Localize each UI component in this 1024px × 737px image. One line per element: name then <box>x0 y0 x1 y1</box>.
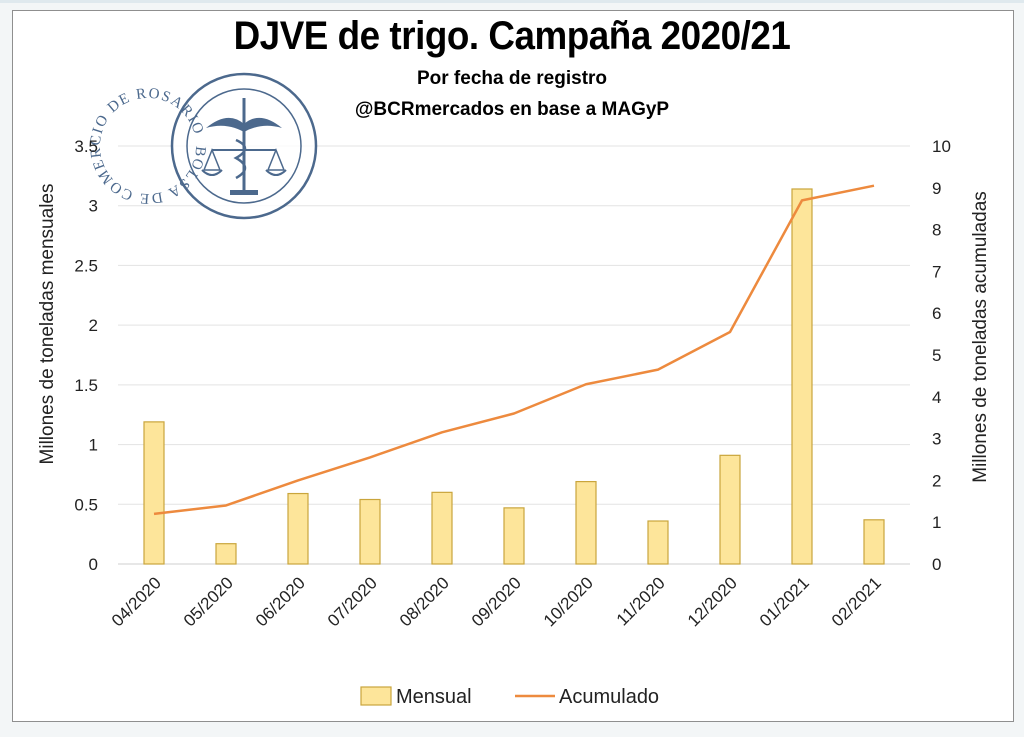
left-tick-label: 2 <box>89 316 98 335</box>
chart-title: DJVE de trigo. Campaña 2020/21 <box>233 14 791 58</box>
right-axis-title: Millones de toneladas acumuladas <box>970 191 991 483</box>
left-tick-label: 1 <box>89 436 98 455</box>
right-tick-label: 7 <box>932 262 941 281</box>
right-tick-label: 5 <box>932 346 941 365</box>
left-tick-label: 0 <box>89 555 98 574</box>
right-tick-label: 3 <box>932 430 941 449</box>
legend-label-acumulado: Acumulado <box>559 686 659 708</box>
bar-mensual <box>791 188 813 565</box>
legend-label-mensual: Mensual <box>396 686 472 708</box>
right-tick-label: 4 <box>932 388 941 407</box>
right-tick-label: 8 <box>932 221 941 240</box>
left-tick-label: 1.5 <box>74 376 98 395</box>
chart-subtitle-date: Por fecha de registro <box>416 68 608 89</box>
x-tick-label: 11/2020 <box>613 573 669 629</box>
monthly-bars <box>143 188 885 565</box>
right-axis-ticks: 0 1 2 3 4 5 6 7 8 9 10 <box>932 137 951 574</box>
x-tick-label: 09/2020 <box>468 573 525 630</box>
cumulative-line-series <box>153 184 875 516</box>
right-tick-label: 1 <box>932 513 941 532</box>
x-tick-label: 05/2020 <box>180 573 237 630</box>
left-tick-label: 3.5 <box>74 137 98 156</box>
left-tick-label: 0.5 <box>74 495 98 514</box>
bar-mensual <box>143 421 165 565</box>
x-tick-label: 08/2020 <box>396 573 453 630</box>
bar-mensual <box>575 480 597 565</box>
x-tick-label: 12/2020 <box>684 573 741 630</box>
right-tick-label: 9 <box>932 179 941 198</box>
left-tick-label: 2.5 <box>74 256 98 275</box>
bar-mensual <box>287 492 309 565</box>
right-tick-label: 10 <box>932 137 951 156</box>
left-axis-title: Millones de toneladas mensuales <box>37 184 58 465</box>
bar-mensual <box>431 491 453 565</box>
x-tick-label: 10/2020 <box>540 573 597 630</box>
x-tick-label: 04/2020 <box>108 573 165 630</box>
bar-mensual <box>503 507 525 565</box>
legend-swatch-mensual <box>360 686 392 706</box>
left-axis-ticks: 0 0.5 1 1.5 2 2.5 3 3.5 <box>74 137 98 574</box>
right-tick-label: 2 <box>932 471 941 490</box>
x-tick-label: 02/2021 <box>828 573 885 630</box>
bar-mensual <box>215 543 237 565</box>
line-acumulado <box>153 184 875 516</box>
x-tick-label: 01/2021 <box>756 573 813 630</box>
right-tick-label: 0 <box>932 555 941 574</box>
top-edge <box>0 0 1024 3</box>
x-axis-ticks: 04/2020 05/2020 06/2020 07/2020 08/2020 09/20… <box>108 573 885 630</box>
right-tick-label: 6 <box>932 304 941 323</box>
bar-mensual <box>719 454 741 565</box>
bar-mensual <box>359 498 381 565</box>
chart-subtitle-source: @BCRmercados en base a MAGyP <box>354 99 670 120</box>
bar-mensual <box>863 519 885 565</box>
x-tick-label: 06/2020 <box>252 573 309 630</box>
left-tick-label: 3 <box>89 197 98 216</box>
bar-mensual <box>647 520 669 565</box>
legend: Mensual Acumulado <box>360 686 659 708</box>
x-tick-label: 07/2020 <box>324 573 381 630</box>
